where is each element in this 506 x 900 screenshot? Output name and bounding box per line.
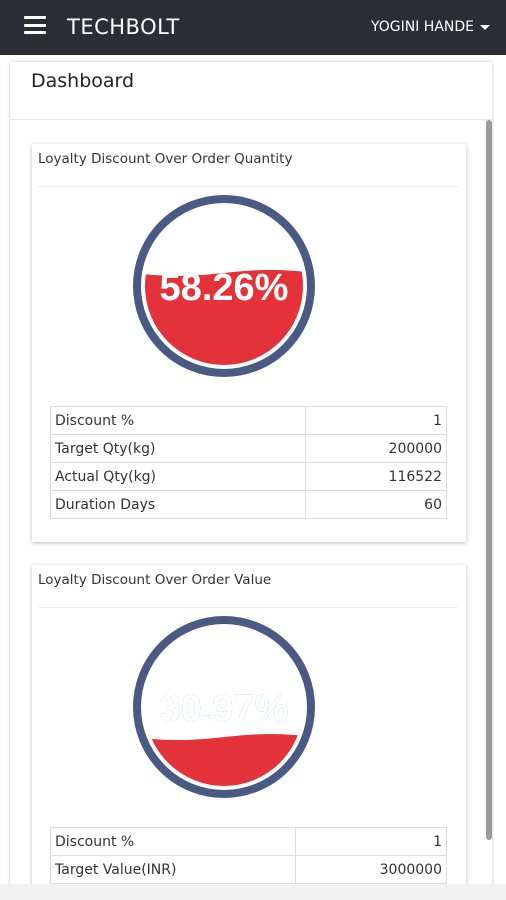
table-row: Discount % 1 <box>50 406 447 435</box>
row-label: Discount % <box>50 406 306 435</box>
row-value: 60 <box>305 490 447 519</box>
liquid-gauge-quantity: 58.26% 58.26% <box>133 195 315 377</box>
gauge-ring <box>133 616 315 798</box>
table-row: Actual Qty(kg) 116522 <box>50 462 447 491</box>
table-row: Duration Days 60 <box>50 490 447 519</box>
user-name: YOGINI HANDE <box>370 19 474 35</box>
card-title: Loyalty Discount Over Order Value <box>38 572 272 588</box>
card-order-quantity: Loyalty Discount Over Order Quantity 58.… <box>32 144 466 542</box>
row-value: 3000000 <box>295 855 447 884</box>
stats-table-value: Discount % 1 Target Value(INR) 3000000 <box>50 827 447 884</box>
gauge-label-front: 30.97% <box>160 688 289 730</box>
top-navbar: TECHBOLT YOGINI HANDE <box>0 0 506 55</box>
row-label: Target Qty(kg) <box>50 434 306 463</box>
table-row: Target Qty(kg) 200000 <box>50 434 447 463</box>
row-label: Discount % <box>50 827 296 856</box>
scrollbar[interactable] <box>486 120 492 840</box>
card-divider <box>38 186 458 187</box>
hamburger-bar <box>24 31 46 34</box>
card-divider <box>38 607 458 608</box>
dashboard-panel: Dashboard Loyalty Discount Over Order Qu… <box>10 62 492 900</box>
card-title: Loyalty Discount Over Order Quantity <box>38 151 293 167</box>
bottom-strip <box>0 884 506 900</box>
gauge-ring <box>133 195 315 377</box>
stats-table-quantity: Discount % 1 Target Qty(kg) 200000 Actua… <box>50 406 447 519</box>
brand-title[interactable]: TECHBOLT <box>67 15 180 39</box>
title-divider <box>10 119 492 120</box>
hamburger-bar <box>24 16 46 19</box>
hamburger-menu-icon[interactable] <box>24 16 46 34</box>
row-value: 1 <box>305 406 447 435</box>
caret-down-icon <box>480 24 490 30</box>
row-value: 1 <box>295 827 447 856</box>
row-value: 200000 <box>305 434 447 463</box>
gauge-label-back: 30.97% <box>160 688 289 730</box>
table-row: Target Value(INR) 3000000 <box>50 855 447 884</box>
gauge-label-front: 58.26% <box>160 267 289 309</box>
table-row: Discount % 1 <box>50 827 447 856</box>
user-menu[interactable]: YOGINI HANDE <box>371 19 490 35</box>
card-order-value: Loyalty Discount Over Order Value 30.97%… <box>32 565 466 900</box>
row-label: Duration Days <box>50 490 306 519</box>
row-label: Actual Qty(kg) <box>50 462 306 491</box>
hamburger-bar <box>24 23 46 27</box>
row-value: 116522 <box>305 462 447 491</box>
page-title: Dashboard <box>31 70 135 92</box>
liquid-gauge-value: 30.97% 30.97% <box>133 616 315 798</box>
row-label: Target Value(INR) <box>50 855 296 884</box>
